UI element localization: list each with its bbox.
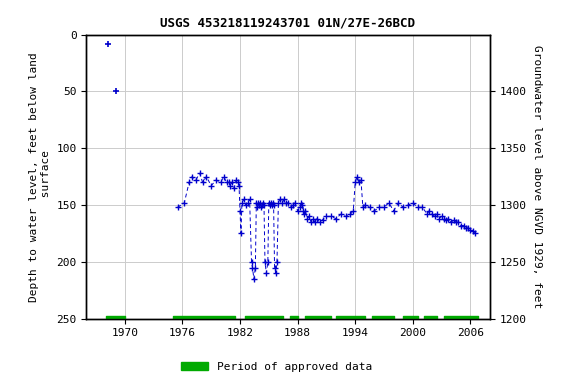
Y-axis label: Depth to water level, feet below land
 surface: Depth to water level, feet below land su… (29, 52, 51, 301)
Legend: Period of approved data: Period of approved data (176, 358, 377, 377)
Title: USGS 453218119243701 01N/27E-26BCD: USGS 453218119243701 01N/27E-26BCD (161, 16, 415, 29)
Y-axis label: Groundwater level above NGVD 1929, feet: Groundwater level above NGVD 1929, feet (532, 45, 542, 308)
